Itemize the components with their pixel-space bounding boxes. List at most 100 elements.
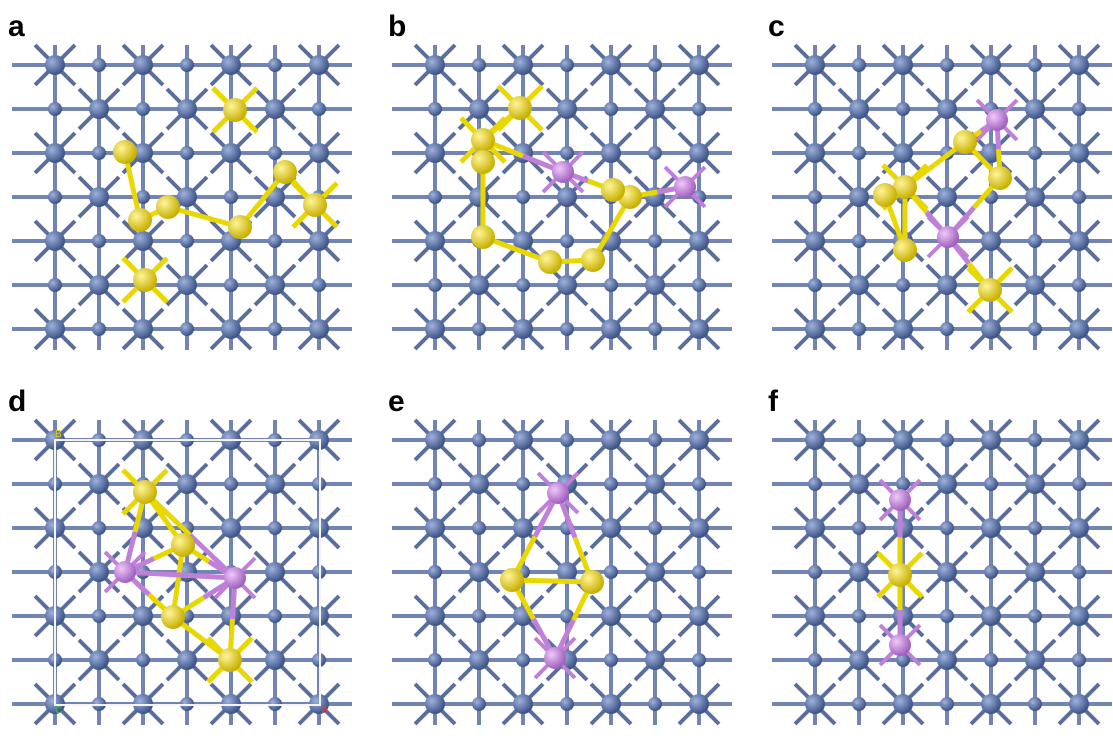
substrate-atom — [89, 275, 109, 295]
substrate-atom — [425, 231, 445, 251]
substrate-atom — [309, 55, 329, 75]
substrate-atom — [648, 697, 662, 711]
substrate-atom — [557, 187, 577, 207]
pink-atom — [224, 567, 246, 589]
substrate-atom — [940, 521, 954, 535]
substrate-atom — [513, 518, 533, 538]
substrate-atom — [133, 55, 153, 75]
substrate-atom — [1069, 143, 1089, 163]
substrate-atom — [516, 190, 530, 204]
substrate-atom — [425, 143, 445, 163]
substrate-atom — [604, 653, 618, 667]
substrate-atom — [1025, 99, 1045, 119]
substrate-atom — [45, 231, 65, 251]
substrate-atom — [557, 275, 577, 295]
substrate-atom — [808, 653, 822, 667]
substrate-atom — [645, 99, 665, 119]
substrate-atom — [425, 319, 445, 339]
substrate-atom — [937, 275, 957, 295]
substrate-atom — [428, 102, 442, 116]
substrate-atom — [689, 694, 709, 714]
substrate-atom — [560, 697, 574, 711]
substrate-atom — [981, 606, 1001, 626]
substrate-atom — [265, 474, 285, 494]
substrate-atom — [472, 609, 486, 623]
substrate-atom — [425, 430, 445, 450]
substrate-atom — [648, 433, 662, 447]
substrate-atom — [265, 562, 285, 582]
substrate-atom — [852, 433, 866, 447]
substrate-atom — [937, 474, 957, 494]
substrate-atom — [425, 606, 445, 626]
figure: abcBCAdef — [0, 0, 1113, 749]
yellow-atom — [223, 98, 247, 122]
yellow-atom — [538, 250, 562, 274]
substrate-atom — [981, 319, 1001, 339]
substrate-atom — [472, 58, 486, 72]
panel-label: e — [388, 385, 405, 418]
substrate-atom — [45, 143, 65, 163]
pink-atom — [114, 561, 136, 583]
substrate-atom — [268, 521, 282, 535]
substrate-atom — [648, 521, 662, 535]
substrate-atom — [940, 433, 954, 447]
substrate-atom — [469, 562, 489, 582]
substrate-atom — [312, 278, 326, 292]
substrate-atom — [268, 322, 282, 336]
substrate-atom — [1069, 518, 1089, 538]
substrate-atom — [648, 234, 662, 248]
substrate-atom — [808, 190, 822, 204]
substrate-atom — [601, 430, 621, 450]
substrate-atom — [560, 146, 574, 160]
substrate-atom — [601, 606, 621, 626]
substrate-atom — [1069, 430, 1089, 450]
substrate-atom — [425, 694, 445, 714]
yellow-atom — [156, 195, 180, 219]
substrate-atom — [896, 102, 910, 116]
substrate-atom — [645, 275, 665, 295]
panel: a — [8, 10, 352, 350]
substrate-atom — [852, 697, 866, 711]
substrate-atom — [472, 697, 486, 711]
substrate-atom — [1069, 319, 1089, 339]
substrate-atom — [425, 55, 445, 75]
substrate-atom — [1025, 275, 1045, 295]
substrate-atom — [689, 55, 709, 75]
pink-atom — [889, 489, 911, 511]
substrate-atom — [268, 609, 282, 623]
yellow-atom — [471, 128, 495, 152]
substrate-atom — [516, 653, 530, 667]
substrate-atom — [1028, 58, 1042, 72]
substrate-atom — [808, 565, 822, 579]
substrate-atom — [645, 474, 665, 494]
panel-label: c — [768, 10, 785, 43]
substrate-atom — [1025, 562, 1045, 582]
substrate-atom — [692, 565, 706, 579]
substrate-atom — [312, 102, 326, 116]
substrate-atom — [1028, 697, 1042, 711]
substrate-atom — [852, 322, 866, 336]
panel: e — [388, 385, 732, 725]
substrate-atom — [1025, 474, 1045, 494]
substrate-atom — [469, 650, 489, 670]
substrate-atom — [984, 653, 998, 667]
substrate-atom — [48, 102, 62, 116]
substrate-atom — [1028, 234, 1042, 248]
substrate-atom — [92, 521, 106, 535]
substrate-atom — [689, 319, 709, 339]
substrate-atom — [92, 609, 106, 623]
substrate-atom — [428, 190, 442, 204]
substrate-atom — [221, 55, 241, 75]
substrate-atom — [89, 474, 109, 494]
yellow-atom — [128, 208, 152, 232]
substrate-atom — [937, 187, 957, 207]
pink-atom — [986, 109, 1008, 131]
substrate-atom — [896, 477, 910, 491]
substrate-atom — [92, 234, 106, 248]
panel: f — [768, 385, 1112, 725]
substrate-atom — [268, 234, 282, 248]
substrate-atom — [849, 187, 869, 207]
substrate-atom — [1028, 322, 1042, 336]
substrate-atom — [981, 518, 1001, 538]
substrate-atom — [177, 187, 197, 207]
